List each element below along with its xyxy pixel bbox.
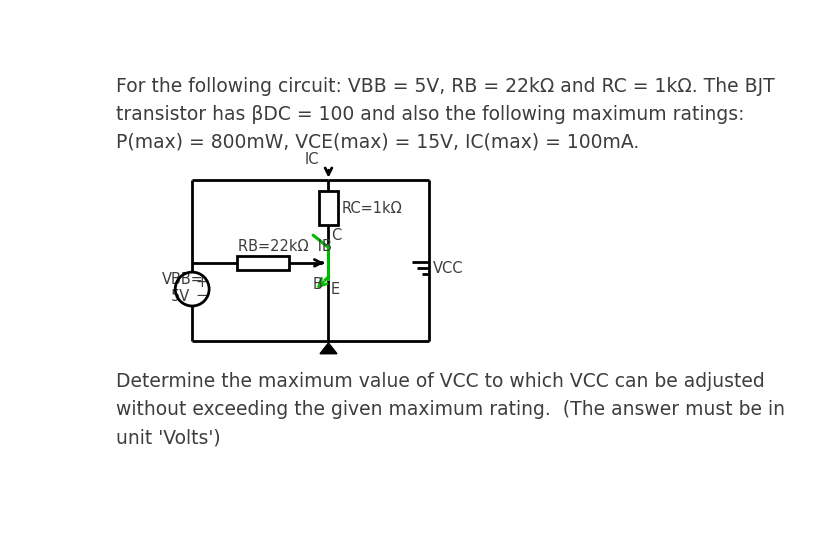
- Polygon shape: [320, 343, 337, 354]
- Bar: [319, 191, 337, 225]
- Text: VBB=: VBB=: [162, 272, 203, 287]
- Text: E: E: [331, 282, 340, 297]
- Text: VCC: VCC: [433, 261, 464, 276]
- Text: C: C: [331, 228, 341, 243]
- Text: B: B: [313, 277, 323, 292]
- Text: +: +: [196, 275, 208, 290]
- Text: RB=22kΩ  IB: RB=22kΩ IB: [238, 239, 332, 254]
- Bar: [237, 256, 290, 270]
- Text: For the following circuit: VBB = 5V, RB = 22kΩ and RC = 1kΩ. The BJT
transistor : For the following circuit: VBB = 5V, RB …: [116, 77, 775, 152]
- Text: RC=1kΩ: RC=1kΩ: [342, 201, 403, 216]
- Text: 5V: 5V: [171, 289, 190, 304]
- Text: Determine the maximum value of VCC to which VCC can be adjusted
without exceedin: Determine the maximum value of VCC to wh…: [116, 372, 785, 447]
- Text: IC: IC: [304, 152, 319, 167]
- Text: −: −: [196, 288, 208, 303]
